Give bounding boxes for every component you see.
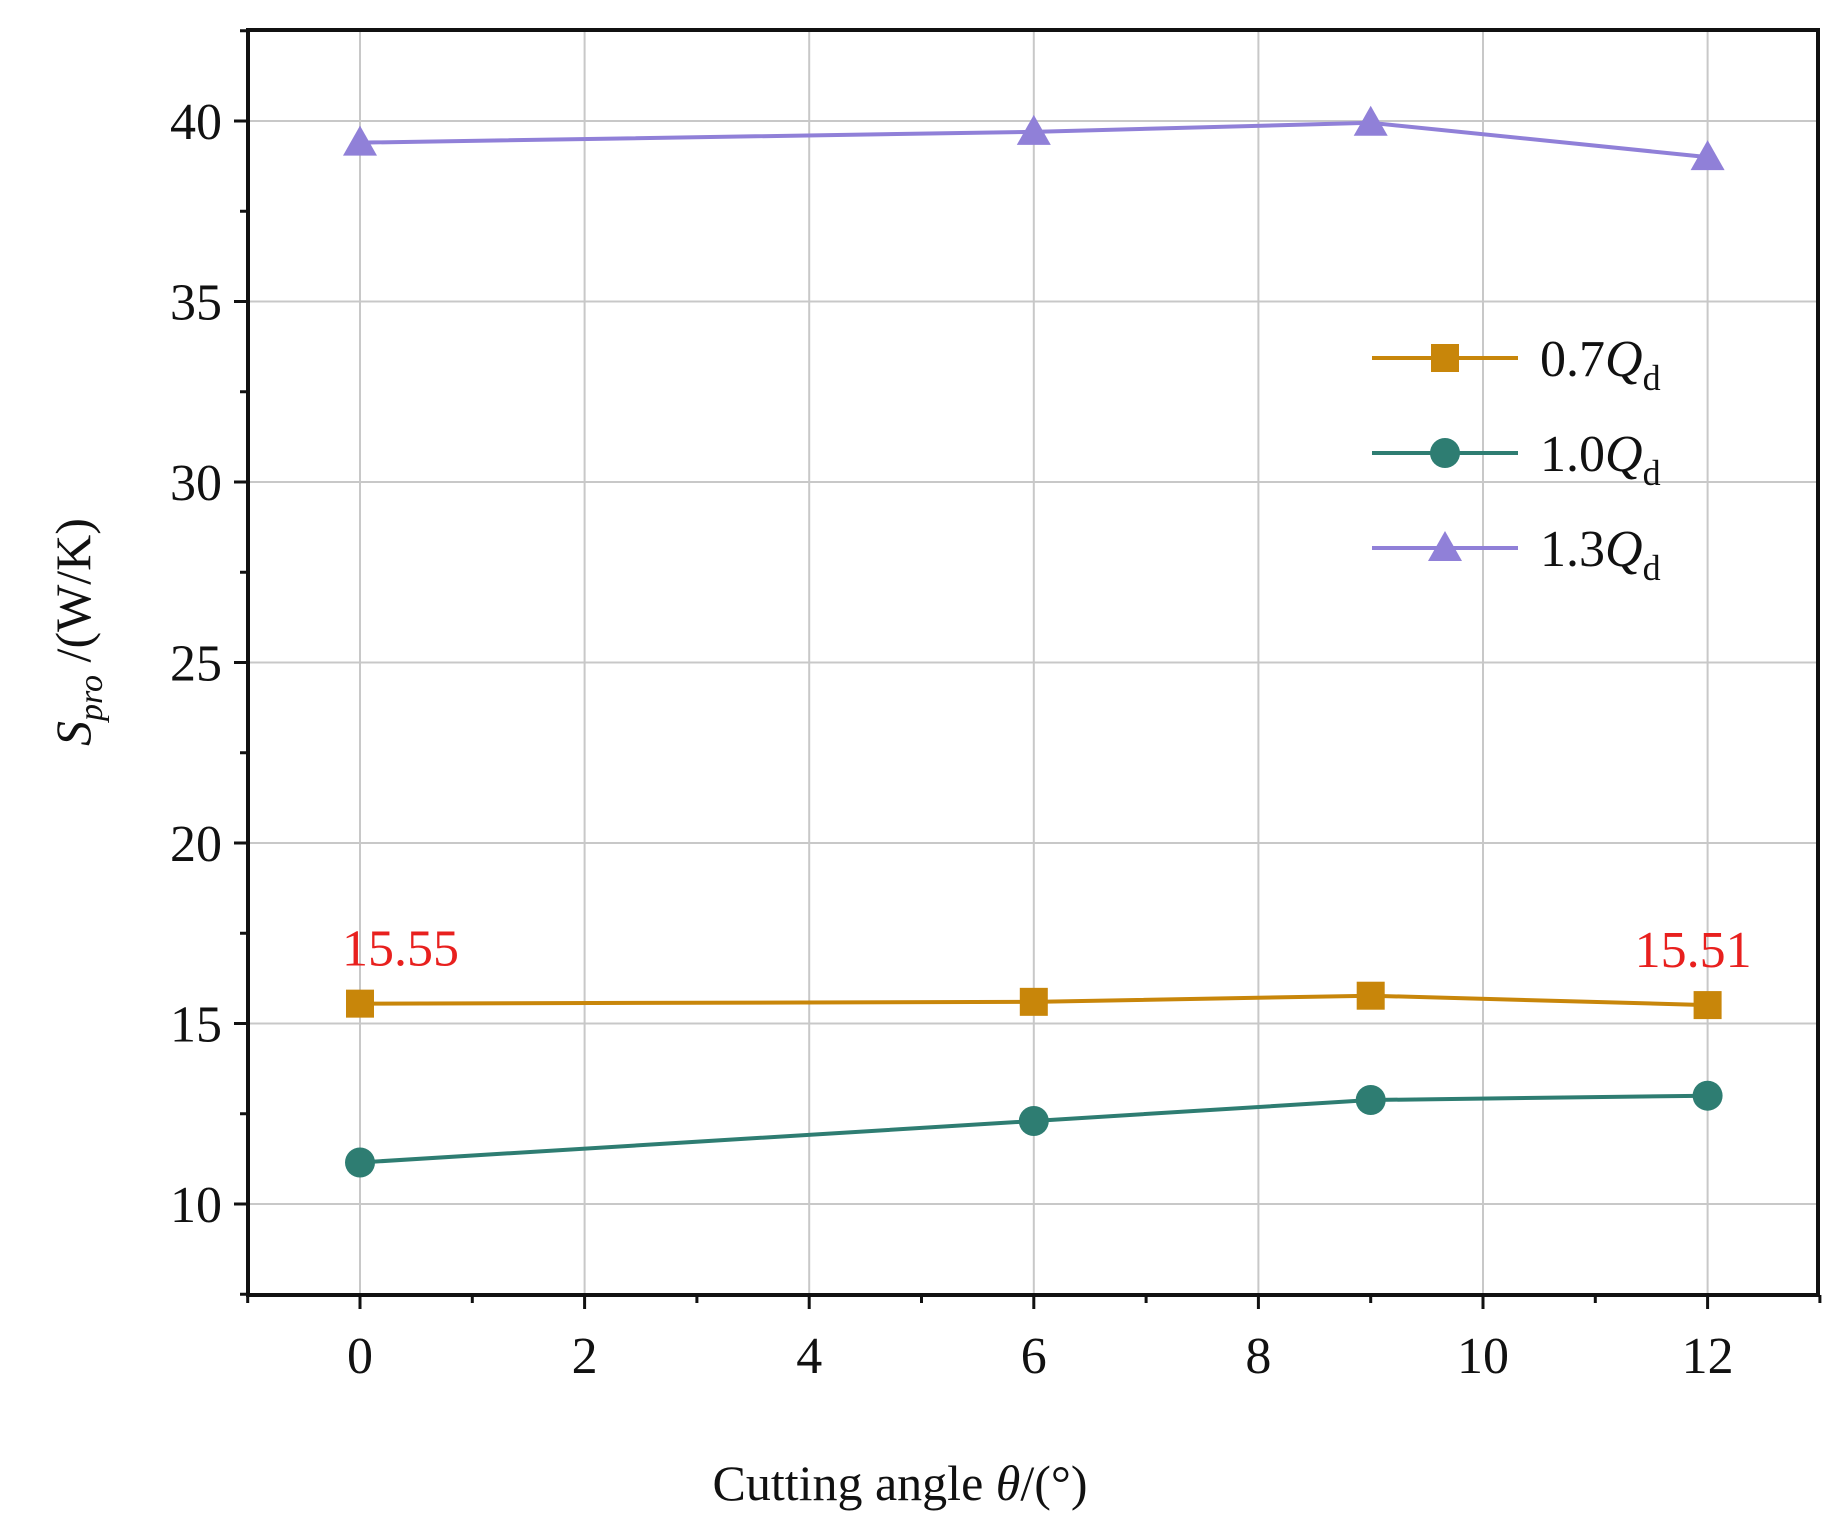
legend-label: 1.3Qd <box>1540 521 1661 588</box>
legend-marker <box>1428 531 1462 561</box>
series-1.3Qd <box>343 105 1725 171</box>
y-tick-label: 35 <box>170 275 222 332</box>
legend-label: 0.7Qd <box>1540 331 1661 398</box>
x-tick-label: 2 <box>572 1328 598 1385</box>
data-point <box>1356 981 1385 1010</box>
data-point <box>1690 140 1725 171</box>
data-label: 15.51 <box>1635 922 1752 979</box>
series-1.0Qd <box>345 1080 1723 1178</box>
legend-item: 1.0Qd <box>1372 426 1661 493</box>
legend: 0.7Qd 1.0Qd 1.3Qd <box>1372 331 1661 588</box>
x-tick-label: 4 <box>796 1328 822 1385</box>
data-label: 15.55 <box>342 921 459 978</box>
y-tick-label: 15 <box>170 997 222 1054</box>
x-axis-title: Cutting angle θ/(°) <box>712 1455 1087 1511</box>
y-axis-title: Spro /(W/K) <box>45 518 110 746</box>
series-line <box>359 1093 1708 1165</box>
data-point <box>346 989 374 1018</box>
series-layer <box>343 105 1725 1178</box>
legend-label: 1.0Qd <box>1540 426 1661 493</box>
data-point <box>1355 1085 1386 1116</box>
legend-marker <box>1431 344 1459 372</box>
legend-item: 0.7Qd <box>1372 331 1661 398</box>
data-point <box>1693 991 1722 1020</box>
data-point <box>1019 987 1048 1016</box>
y-tick-label: 20 <box>170 816 222 873</box>
y-axis-ticks: 10 15 20 25 30 35 40 <box>170 29 248 1296</box>
series-line <box>359 993 1708 1008</box>
data-point <box>1692 1080 1723 1111</box>
x-tick-label: 12 <box>1682 1328 1734 1385</box>
grid-lines <box>248 30 1818 1295</box>
data-point <box>345 1147 375 1178</box>
y-tick-label: 10 <box>170 1177 222 1234</box>
data-point <box>1018 1105 1049 1136</box>
x-tick-label: 10 <box>1457 1328 1509 1385</box>
x-axis-ticks: 0 2 4 6 8 10 12 <box>246 1295 1822 1385</box>
x-tick-label: 6 <box>1021 1328 1047 1385</box>
data-point <box>1016 114 1051 145</box>
y-tick-label: 40 <box>170 94 222 151</box>
y-tick-label: 30 <box>170 455 222 512</box>
data-point <box>343 125 377 156</box>
legend-item: 1.3Qd <box>1372 521 1661 588</box>
data-point <box>1353 105 1388 136</box>
y-tick-label: 25 <box>170 636 222 693</box>
x-tick-label: 8 <box>1245 1328 1271 1385</box>
x-tick-label: 0 <box>347 1328 373 1385</box>
series-line <box>359 120 1708 160</box>
legend-marker <box>1430 438 1460 468</box>
series-0.7Qd <box>346 981 1722 1020</box>
annotations: 15.55 15.51 <box>342 921 1752 979</box>
